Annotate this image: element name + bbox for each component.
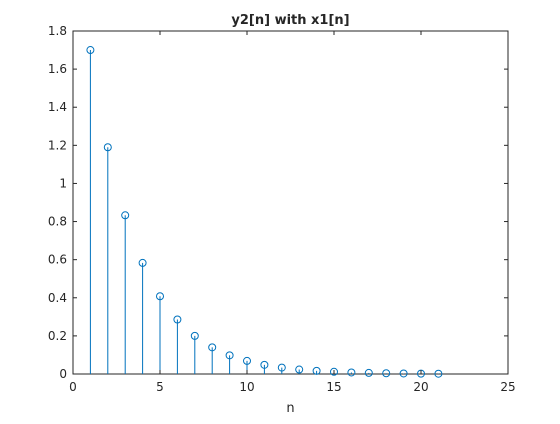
- x-tick-label: 0: [69, 380, 77, 394]
- y-tick-label: 1.8: [48, 24, 67, 38]
- x-axis: 0 5 10 15 20 25: [69, 31, 516, 394]
- y-tick-label: 1.2: [48, 138, 67, 152]
- x-tick-label: 20: [413, 380, 428, 394]
- stem-marker: [225, 351, 234, 360]
- x-axis-label: n: [286, 401, 294, 416]
- stem-marker: [330, 367, 338, 376]
- markers-layer: [86, 46, 443, 378]
- y-tick-label: 1.4: [48, 100, 67, 114]
- y-tick-label: 0.8: [48, 215, 67, 229]
- x-tick-label: 15: [326, 380, 341, 394]
- stem-marker: [190, 331, 199, 340]
- plot-area: [72, 30, 509, 375]
- stem-marker: [103, 143, 112, 152]
- stem-marker: [260, 360, 269, 369]
- stem-marker: [434, 369, 443, 378]
- stem-marker: [86, 46, 95, 55]
- x-tick-label: 10: [239, 380, 254, 394]
- stem-marker: [173, 315, 182, 324]
- stem-marker: [243, 356, 251, 365]
- y-tick-label: 0.6: [48, 253, 67, 267]
- y-tick-label: 1: [59, 176, 67, 190]
- stem-marker: [364, 368, 373, 377]
- stem-marker: [277, 363, 286, 372]
- stem-marker: [399, 369, 408, 378]
- y-tick-label: 1.6: [48, 62, 67, 76]
- stem-marker: [156, 292, 164, 301]
- stem-marker: [382, 369, 391, 378]
- chart-title: y2[n] with x1[n]: [231, 13, 349, 28]
- y-tick-label: 0.4: [48, 291, 67, 305]
- stem-marker: [295, 365, 304, 374]
- stem-marker: [138, 258, 147, 267]
- x-tick-label: 25: [500, 380, 515, 394]
- stem-marker: [347, 368, 356, 377]
- stems-layer: [89, 50, 439, 374]
- stem-marker: [312, 366, 321, 375]
- stem-marker: [208, 343, 217, 352]
- y-axis: 0 0.2 0.4 0.6 0.8 1 1.2 1.4 1.6 1.8: [48, 24, 508, 381]
- x-tick-label: 5: [156, 380, 164, 394]
- y-tick-label: 0: [59, 367, 67, 381]
- y-tick-label: 0.2: [48, 329, 67, 343]
- stem-marker: [121, 211, 130, 220]
